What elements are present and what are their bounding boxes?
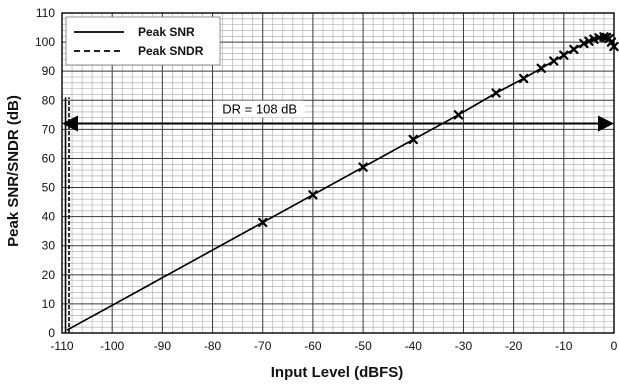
x-axis-label: Input Level (dBFS) [271,364,404,381]
x-tick-label: -40 [405,339,423,353]
data-point-marker [569,44,579,55]
marker-group [258,32,619,228]
data-point-marker [453,110,464,120]
dr-label: DR = 108 dB [222,102,297,117]
y-tick-label: 110 [36,6,55,20]
y-tick-label: 50 [42,181,56,195]
x-tick-label: -50 [354,339,372,353]
x-tick-label: -60 [304,339,322,353]
y-tick-label: 10 [42,297,56,311]
y-tick-label: 0 [48,326,55,340]
y-tick-label: 40 [42,210,56,224]
series-group [66,36,615,331]
x-tick-label: -90 [154,339,172,353]
data-point-marker [308,190,318,200]
legend-box [65,16,221,66]
x-tick-label: -10 [555,339,573,353]
data-point-marker [358,162,368,172]
y-tick-label: 30 [42,239,56,253]
data-point-marker [491,88,501,98]
data-point-marker [609,41,619,52]
legend-label: Peak SNR [138,25,195,39]
x-tick-label: -100 [100,339,124,353]
series-line-peak-sndr [66,36,615,331]
x-tick-label: -80 [204,339,222,353]
plot-frame [61,12,615,334]
data-point-marker [536,63,546,73]
dr-label-background [214,100,305,118]
y-tick-label: 20 [42,268,56,282]
axes: -110 -100 -90 -80 -70 -60 -50 -40 -30 -20 -10 00102… [35,6,618,353]
legend: Peak SNR Peak SNDR [65,16,221,66]
data-point-marker [258,217,268,228]
data-point-marker [579,38,589,49]
x-tick-label: 0 [611,339,618,353]
y-axis-label: Peak SNR/SNDR (dB) [5,95,22,247]
data-point-marker [584,36,594,46]
y-tick-label: 80 [42,93,56,107]
data-point-marker [549,56,559,66]
data-point-marker [606,37,617,47]
x-tick-label: -70 [254,339,272,353]
data-point-marker [408,134,418,145]
x-tick-label: -30 [455,339,473,353]
y-tick-label: 70 [42,122,56,136]
legend-label: Peak SNDR [138,44,204,58]
annotation-group: DR = 108 dB [62,97,614,333]
y-tick-label: 60 [42,151,56,165]
y-tick-label: 90 [42,64,56,78]
x-tick-label: -110 [50,339,73,353]
data-point-marker [559,50,569,60]
x-tick-label: -20 [505,339,523,353]
data-point-marker [518,73,529,84]
series-line-peak-snr [66,36,615,331]
grid [61,12,615,334]
y-tick-label: 100 [35,35,55,49]
